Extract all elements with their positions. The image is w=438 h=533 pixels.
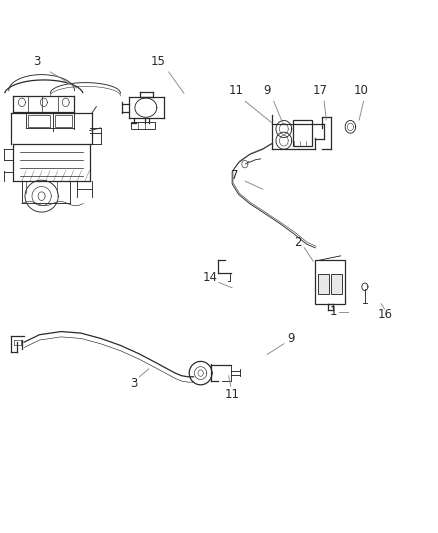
Text: 2: 2 [294,236,302,249]
Bar [318,274,328,294]
Text: 1: 1 [330,305,338,318]
Bar [331,274,342,294]
Text: 9: 9 [287,332,295,345]
Text: 3: 3 [130,377,137,390]
Bar [293,120,312,146]
Bar [315,260,345,304]
Text: 11: 11 [225,388,240,401]
Text: 7: 7 [230,169,238,182]
Text: 15: 15 [150,55,165,68]
Text: 3: 3 [34,55,41,68]
Bar [28,115,50,127]
Text: 16: 16 [378,308,393,321]
Bar [131,122,155,129]
Bar [55,115,72,127]
Text: 11: 11 [229,84,244,97]
Text: 9: 9 [263,84,271,97]
Text: 14: 14 [203,271,218,284]
Text: 10: 10 [354,84,369,97]
Text: 17: 17 [312,84,327,97]
